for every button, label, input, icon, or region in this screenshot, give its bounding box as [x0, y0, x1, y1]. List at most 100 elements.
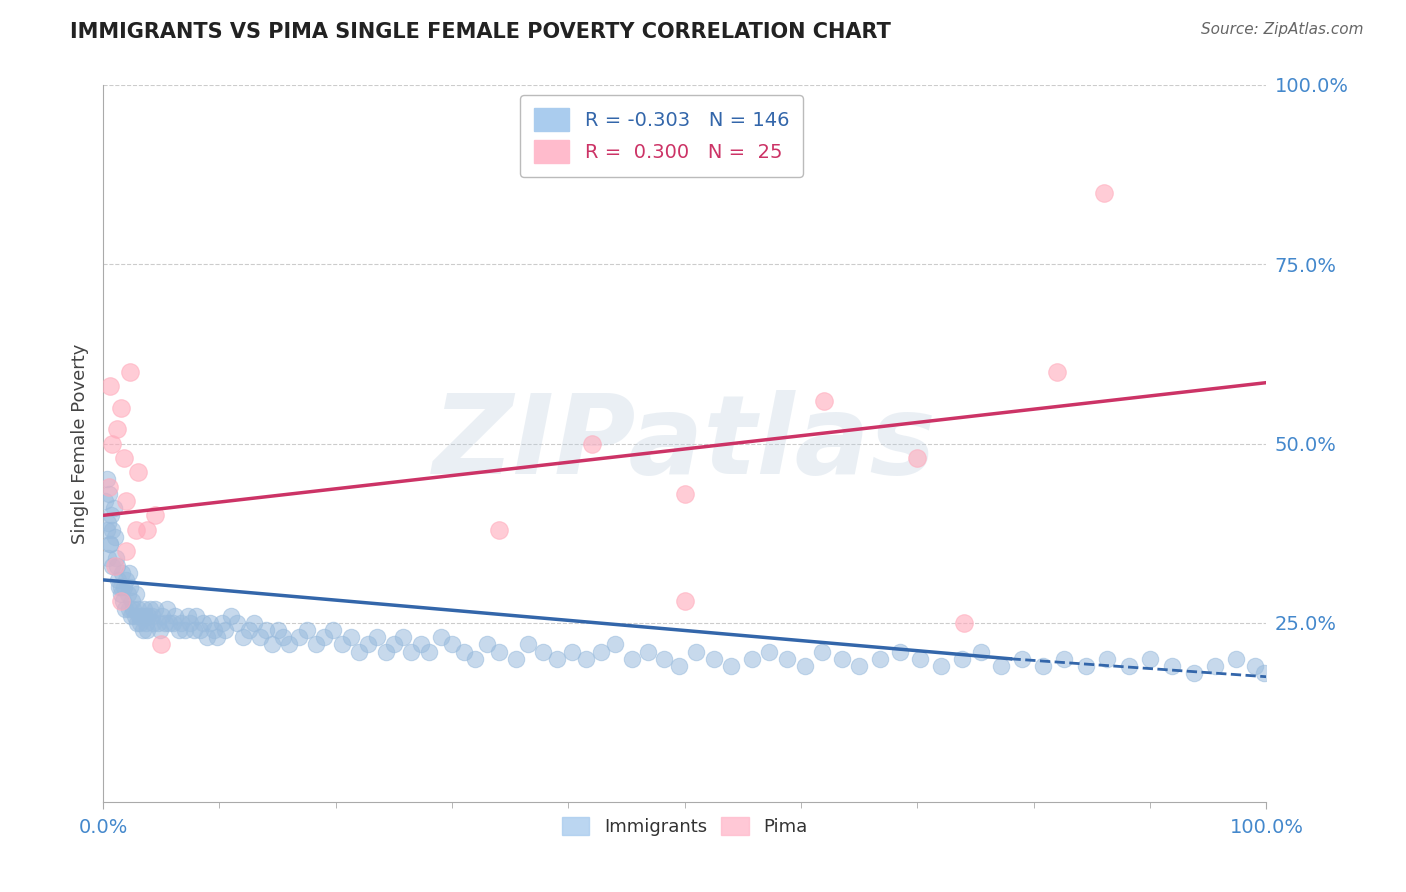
Point	[249, 630, 271, 644]
Point	[97, 516, 120, 530]
Point	[124, 608, 146, 623]
Point	[219, 608, 242, 623]
Point	[793, 659, 815, 673]
Point	[340, 630, 363, 644]
Point	[162, 615, 184, 630]
Point	[96, 523, 118, 537]
Point	[101, 523, 124, 537]
Point	[152, 608, 174, 623]
Point	[685, 645, 707, 659]
Point	[260, 637, 283, 651]
Point	[121, 594, 143, 608]
Point	[295, 623, 318, 637]
Point	[382, 637, 405, 651]
Point	[125, 523, 148, 537]
Point	[132, 601, 155, 615]
Point	[127, 601, 149, 615]
Point	[205, 630, 228, 644]
Point	[138, 608, 160, 623]
Point	[131, 608, 153, 623]
Point	[516, 637, 538, 651]
Point	[1253, 666, 1275, 681]
Point	[287, 630, 309, 644]
Point	[758, 645, 780, 659]
Text: ZIPatlas: ZIPatlas	[433, 390, 936, 497]
Point	[1204, 659, 1226, 673]
Point	[141, 608, 163, 623]
Point	[1118, 659, 1140, 673]
Point	[202, 623, 225, 637]
Point	[652, 652, 675, 666]
Point	[908, 652, 931, 666]
Point	[97, 487, 120, 501]
Point	[929, 659, 952, 673]
Point	[990, 659, 1012, 673]
Point	[195, 630, 218, 644]
Point	[198, 615, 221, 630]
Point	[145, 601, 167, 615]
Point	[214, 623, 236, 637]
Point	[668, 659, 690, 673]
Point	[950, 652, 973, 666]
Point	[150, 637, 173, 651]
Point	[129, 615, 152, 630]
Point	[401, 645, 423, 659]
Text: IMMIGRANTS VS PIMA SINGLE FEMALE POVERTY CORRELATION CHART: IMMIGRANTS VS PIMA SINGLE FEMALE POVERTY…	[70, 22, 891, 42]
Point	[105, 558, 128, 573]
Point	[98, 379, 121, 393]
Point	[118, 365, 141, 379]
Point	[105, 422, 128, 436]
Point	[581, 436, 603, 450]
Point	[238, 623, 260, 637]
Point	[98, 537, 121, 551]
Point	[112, 450, 135, 465]
Point	[266, 623, 288, 637]
Point	[173, 623, 195, 637]
Point	[1032, 659, 1054, 673]
Point	[621, 652, 644, 666]
Point	[120, 608, 142, 623]
Point	[156, 601, 179, 615]
Legend: Immigrants, Pima: Immigrants, Pima	[555, 810, 814, 844]
Point	[118, 580, 141, 594]
Point	[366, 630, 388, 644]
Point	[177, 608, 200, 623]
Point	[122, 601, 145, 615]
Point	[589, 645, 612, 659]
Point	[453, 645, 475, 659]
Point	[136, 623, 159, 637]
Point	[115, 494, 138, 508]
Point	[488, 645, 510, 659]
Point	[831, 652, 853, 666]
Point	[136, 523, 159, 537]
Point	[193, 615, 215, 630]
Point	[720, 659, 742, 673]
Point	[138, 601, 160, 615]
Point	[1076, 659, 1098, 673]
Point	[305, 637, 328, 651]
Point	[101, 436, 124, 450]
Point	[108, 580, 131, 594]
Point	[637, 645, 659, 659]
Point	[322, 623, 344, 637]
Point	[488, 523, 510, 537]
Point	[1182, 666, 1205, 681]
Y-axis label: Single Female Poverty: Single Female Poverty	[72, 343, 89, 544]
Point	[97, 551, 120, 566]
Point	[561, 645, 583, 659]
Point	[1046, 365, 1069, 379]
Point	[135, 615, 157, 630]
Point	[125, 587, 148, 601]
Point	[142, 615, 165, 630]
Point	[115, 573, 138, 587]
Point	[128, 608, 150, 623]
Point	[374, 645, 396, 659]
Point	[183, 623, 205, 637]
Point	[117, 587, 139, 601]
Point	[115, 544, 138, 558]
Point	[101, 558, 124, 573]
Point	[575, 652, 598, 666]
Point	[347, 645, 370, 659]
Point	[170, 615, 193, 630]
Point	[167, 623, 190, 637]
